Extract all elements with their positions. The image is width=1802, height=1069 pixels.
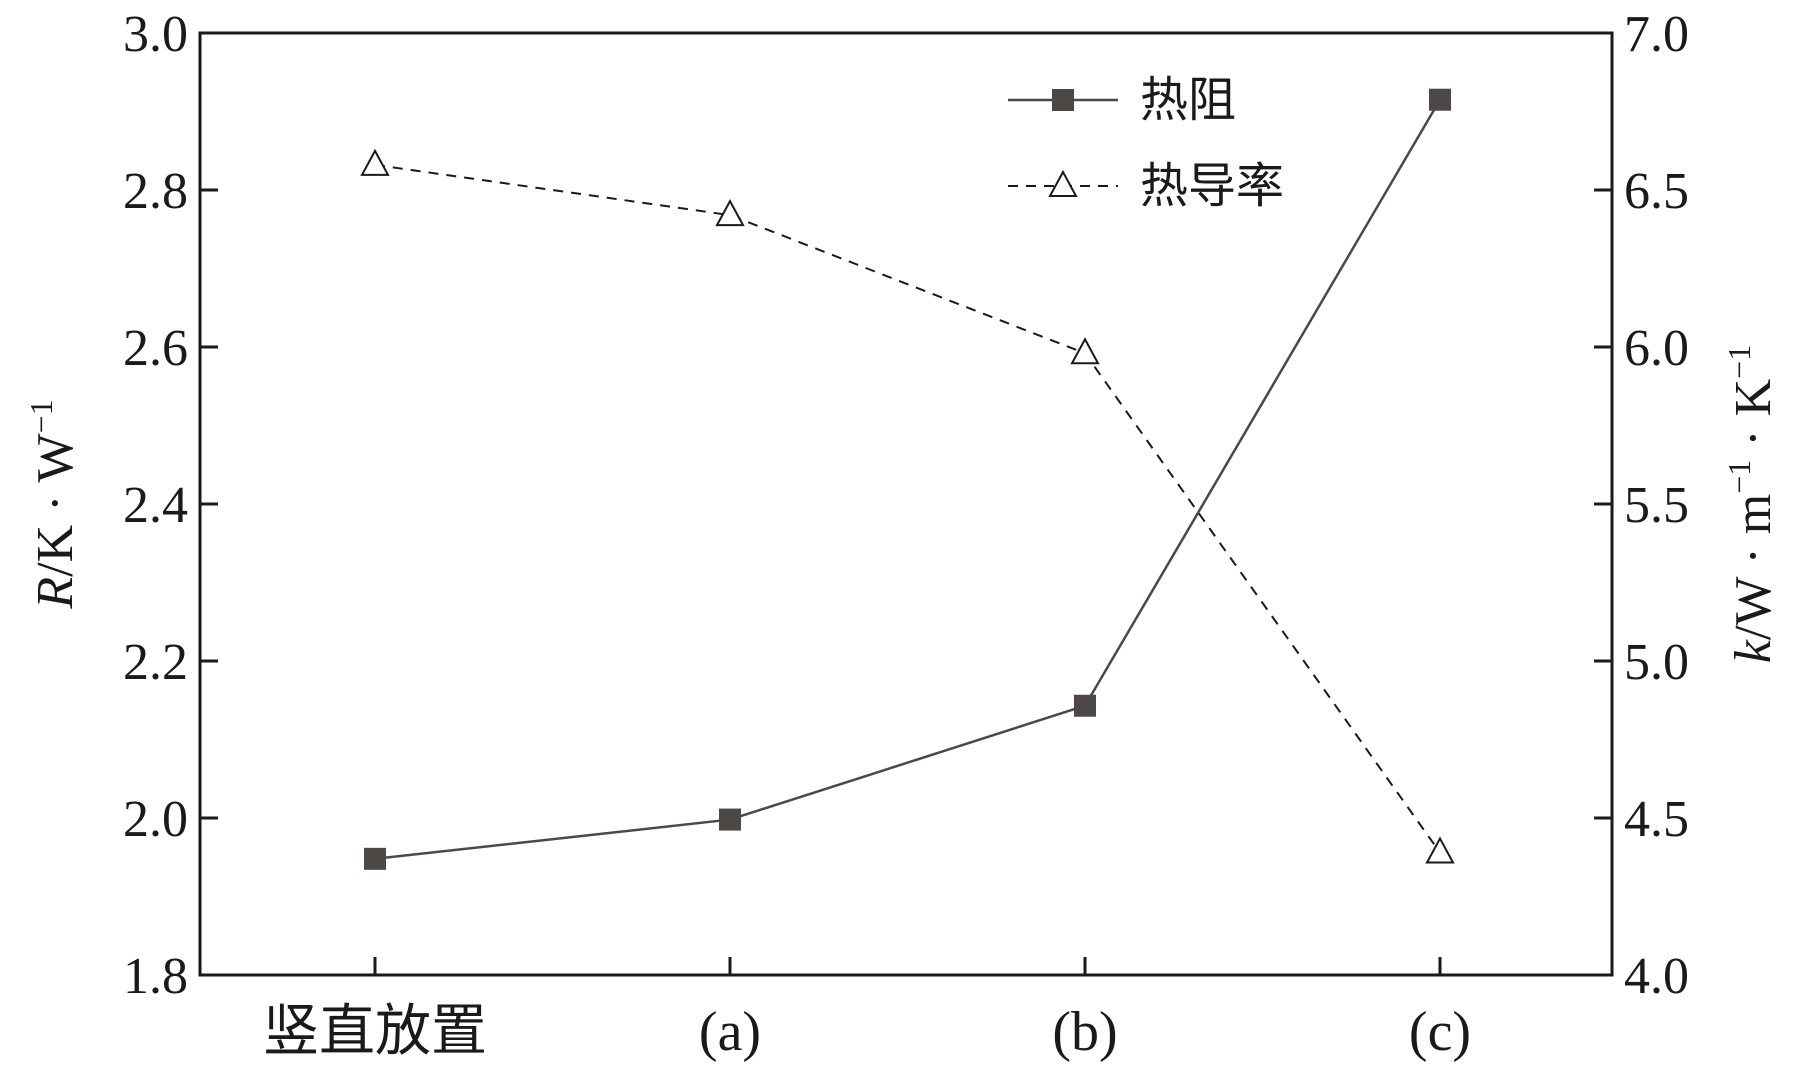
x-tick-label: (c): [1409, 1001, 1471, 1063]
right-axis-title: k/W · m−1 · K−1: [1721, 345, 1782, 663]
series-line-thermal-conductivity: [374, 163, 1441, 854]
left-axis-title: R/K · W−1: [23, 399, 84, 609]
left-tick-label: 2.0: [123, 791, 188, 848]
series-lines: [374, 99, 1442, 861]
x-tick-label: 竖直放置: [263, 1001, 487, 1063]
legend-label-thermal-conductivity: 热导率: [1140, 158, 1284, 214]
left-tick-label: 3.0: [123, 6, 188, 63]
legend-label-thermal-resistance: 热阻: [1140, 72, 1236, 128]
left-tick-label: 1.8: [123, 948, 188, 1005]
series-line-thermal-resistance: [374, 99, 1442, 861]
series-markers: [360, 88, 1455, 870]
right-tick-label: 4.5: [1624, 791, 1689, 848]
right-tick-label: 7.0: [1624, 6, 1689, 63]
left-tick-label: 2.6: [123, 320, 188, 377]
right-tick-label: 5.0: [1624, 634, 1689, 691]
x-axis: 竖直放置 (a) (b) (c): [263, 957, 1471, 1063]
legend: 热阻 热导率: [1008, 72, 1284, 214]
left-tick-label: 2.4: [123, 477, 188, 534]
data-point-thermal-conductivity: [715, 199, 745, 227]
right-axis: 4.0 4.5 5.0 5.5 6.0 6.5 7.0: [1594, 6, 1689, 1005]
data-point-thermal-resistance: [1429, 88, 1451, 111]
data-point-thermal-resistance: [1074, 694, 1096, 717]
data-point-thermal-resistance: [364, 847, 386, 870]
legend-item-thermal-resistance: 热阻: [1008, 72, 1236, 128]
left-tick-label: 2.2: [123, 634, 188, 691]
right-tick-label: 6.5: [1624, 163, 1689, 220]
legend-item-thermal-conductivity: 热导率: [1008, 158, 1284, 214]
x-tick-label: (b): [1052, 1001, 1117, 1063]
x-tick-label: (a): [699, 1001, 761, 1063]
left-tick-label: 2.8: [123, 163, 188, 220]
left-axis: 1.8 2.0 2.2 2.4 2.6 2.8 3.0: [123, 6, 218, 1005]
plot-frame: [198, 31, 1614, 977]
legend-marker-thermal-conductivity: [1048, 169, 1078, 197]
right-tick-label: 6.0: [1624, 320, 1689, 377]
legend-marker-thermal-resistance: [1052, 89, 1074, 111]
data-point-thermal-conductivity: [1425, 836, 1455, 864]
right-tick-label: 5.5: [1624, 477, 1689, 534]
data-point-thermal-conductivity: [1070, 337, 1100, 365]
data-point-thermal-conductivity: [360, 148, 390, 176]
data-point-thermal-resistance: [719, 808, 741, 831]
right-tick-label: 4.0: [1624, 948, 1689, 1005]
